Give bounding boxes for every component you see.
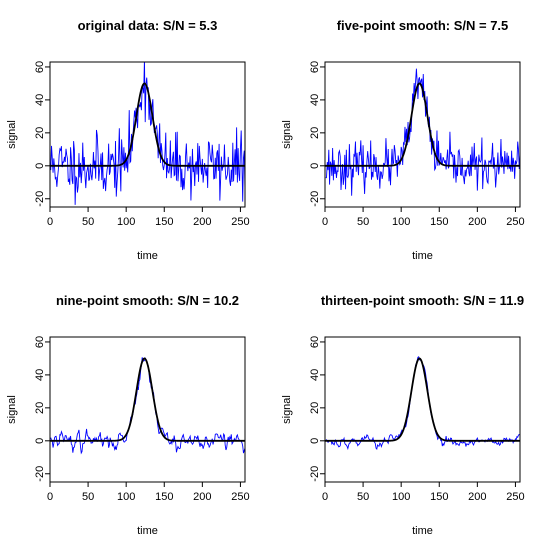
x-tick-label: 100 [117, 491, 135, 503]
x-axis-label: time [412, 525, 433, 537]
y-tick-label: 0 [34, 438, 46, 444]
x-tick-label: 100 [117, 216, 135, 228]
y-tick-label: 60 [309, 336, 321, 348]
x-tick-label: 50 [82, 491, 94, 503]
plot-frame [324, 61, 521, 208]
panel-3: nine-point smooth: S/N = 10.2 0 50 100 150 20… [6, 293, 250, 537]
x-tick-label: 100 [392, 491, 410, 503]
panel-title: thirteen-point smooth: S/N = 11.9 [321, 293, 524, 308]
series-line-noisy [50, 357, 245, 455]
x-tick-label: 250 [231, 491, 249, 503]
y-axis-label: signal [6, 395, 18, 424]
y-tick-label: 20 [34, 127, 46, 139]
plot-frame [49, 336, 246, 483]
panel-title: nine-point smooth: S/N = 10.2 [56, 293, 239, 308]
x-axis-label: time [412, 250, 433, 262]
y-tick-label: 20 [34, 402, 46, 414]
plot-frame [49, 61, 246, 208]
panel-2: five-point smooth: S/N = 7.50 50 100 150 200… [281, 18, 525, 262]
x-tick-label: 150 [155, 216, 173, 228]
x-axis-label: time [137, 525, 158, 537]
y-tick-label: 0 [309, 438, 321, 444]
series-line-model [50, 357, 245, 442]
y-tick-label: -20 [34, 191, 46, 207]
x-tick-label: 150 [155, 491, 173, 503]
y-tick-label: 40 [309, 369, 321, 381]
x-axis-label: time [137, 250, 158, 262]
x-tick-label: 200 [468, 491, 486, 503]
y-tick-label: 40 [34, 369, 46, 381]
x-tick-label: 200 [193, 491, 211, 503]
y-tick-label: -20 [34, 466, 46, 482]
y-axis-label: signal [6, 120, 18, 149]
panel-title: original data: S/N = 5.3 [78, 18, 218, 33]
x-tick-label: 200 [468, 216, 486, 228]
series-line-noisy [325, 356, 520, 451]
x-tick-label: 0 [47, 216, 53, 228]
y-tick-label: 20 [309, 127, 321, 139]
x-tick-label: 250 [506, 216, 524, 228]
y-tick-label: -20 [309, 191, 321, 207]
x-tick-label: 50 [357, 216, 369, 228]
y-tick-label: 60 [309, 61, 321, 73]
x-tick-label: 0 [322, 491, 328, 503]
x-tick-label: 200 [193, 216, 211, 228]
panel-title: five-point smooth: S/N = 7.5 [337, 18, 509, 33]
y-tick-label: 40 [309, 94, 321, 106]
x-tick-label: 150 [430, 491, 448, 503]
plot-frame [324, 336, 521, 483]
x-tick-label: 0 [322, 216, 328, 228]
x-tick-label: 100 [392, 216, 410, 228]
series-line-noisy [50, 62, 245, 205]
panel-4: thirteen-point smooth: S/N = 11.9 0 50 100 1… [281, 293, 525, 537]
y-tick-label: -20 [309, 466, 321, 482]
y-tick-label: 60 [34, 336, 46, 348]
y-tick-label: 40 [34, 94, 46, 106]
y-tick-label: 60 [34, 61, 46, 73]
series-line-model [50, 82, 245, 167]
x-tick-label: 50 [82, 216, 94, 228]
series-line-model [325, 357, 520, 442]
y-tick-label: 0 [34, 163, 46, 169]
x-tick-label: 0 [47, 491, 53, 503]
x-tick-label: 150 [430, 216, 448, 228]
x-tick-label: 250 [231, 216, 249, 228]
x-tick-label: 250 [506, 491, 524, 503]
y-axis-label: signal [281, 120, 293, 149]
panel-1: original data: S/N = 5.30 50 100 150 200 250-… [6, 18, 250, 262]
y-tick-label: 0 [309, 163, 321, 169]
y-tick-label: 20 [309, 402, 321, 414]
series-line-model [325, 82, 520, 167]
series-line-noisy [325, 68, 520, 196]
x-tick-label: 50 [357, 491, 369, 503]
y-axis-label: signal [281, 395, 293, 424]
